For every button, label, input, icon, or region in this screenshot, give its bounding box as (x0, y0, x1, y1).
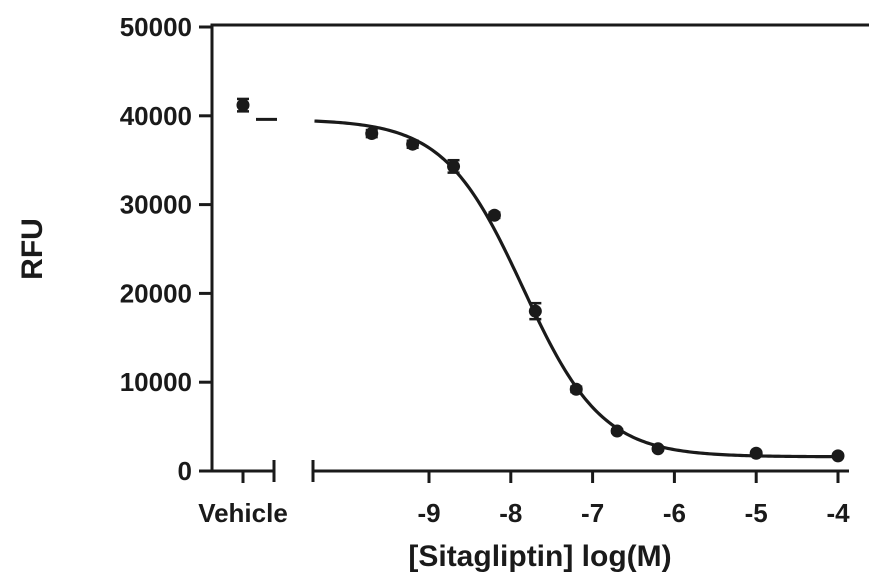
x-tick-label: -6 (663, 498, 686, 528)
y-axis: 0 10000 20000 30000 40000 50000 (120, 12, 214, 486)
vehicle-point (236, 98, 250, 112)
y-tick-label: 50000 (120, 12, 192, 42)
data-point (749, 446, 763, 460)
y-tick-label: 10000 (120, 367, 192, 397)
x-axis: Vehicle -9 -8 -7 -6 -5 -4 (198, 460, 850, 528)
x-tick-label: -9 (417, 498, 440, 528)
data-point (365, 127, 379, 141)
x-tick-label: -5 (745, 498, 768, 528)
data-point (831, 449, 845, 463)
x-axis-label: [Sitagliptin] log(M) (408, 540, 671, 573)
y-tick-label: 0 (178, 456, 192, 486)
vehicle-group (236, 97, 277, 121)
y-tick-label: 30000 (120, 190, 192, 220)
data-point (610, 424, 624, 438)
fit-curve-group (314, 119, 839, 459)
data-points (365, 127, 845, 463)
x-tick-label: -8 (499, 498, 522, 528)
y-axis-label: RFU (16, 218, 49, 280)
fit-curve (314, 119, 839, 459)
x-tick-label: -7 (581, 498, 604, 528)
x-tick-label: -4 (826, 498, 850, 528)
y-tick-label: 20000 (120, 278, 192, 308)
data-point (651, 442, 665, 456)
data-point (528, 304, 542, 318)
data-point (487, 208, 501, 222)
x-tick-label-vehicle: Vehicle (198, 498, 288, 528)
data-point (569, 382, 583, 396)
data-point (406, 137, 420, 151)
data-point (447, 159, 461, 173)
y-tick-label: 40000 (120, 101, 192, 131)
